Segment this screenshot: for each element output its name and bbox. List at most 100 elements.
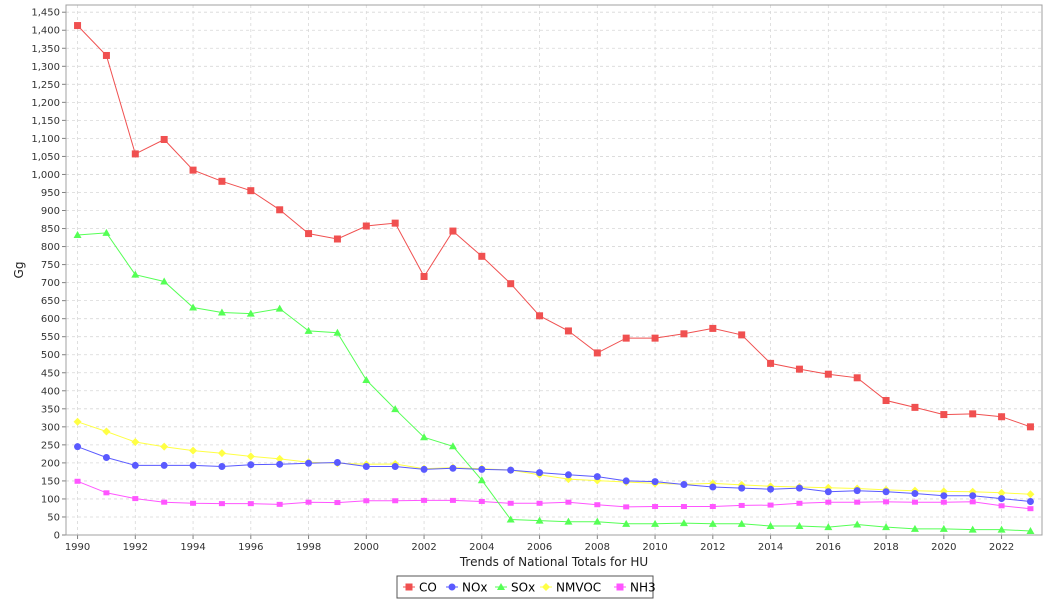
data-point-co <box>102 51 110 59</box>
data-point-co <box>478 252 486 260</box>
grid-lines <box>66 5 1042 536</box>
y-tick-label: 550 <box>41 332 60 343</box>
data-point-nmvoc <box>73 417 82 426</box>
legend-label-nox: NOx <box>462 581 488 595</box>
data-point-nox <box>1026 497 1034 505</box>
data-point-co <box>305 230 313 238</box>
series-line-sox <box>77 232 1031 532</box>
y-tick-label: 1,450 <box>31 8 60 19</box>
data-point-co <box>507 280 515 288</box>
series-group <box>73 22 1035 535</box>
data-point-nh3 <box>218 501 225 507</box>
plot-frame <box>65 4 1043 536</box>
series-line-nmvoc <box>77 421 1031 495</box>
data-point-nox <box>536 469 544 477</box>
y-tick-label: 650 <box>41 296 60 307</box>
data-point-sox <box>939 524 948 532</box>
data-point-nh3 <box>421 497 428 503</box>
data-point-nh3 <box>305 499 312 505</box>
data-point-nox <box>593 473 601 481</box>
data-point-nox <box>651 478 659 486</box>
series-line-co <box>77 25 1031 428</box>
data-point-nh3 <box>536 500 543 506</box>
x-tick-label: 2004 <box>469 542 494 553</box>
data-point-nh3 <box>594 502 601 508</box>
data-point-nmvoc <box>160 442 169 451</box>
data-point-sox <box>1026 527 1035 535</box>
data-point-sox <box>535 516 544 524</box>
legend-label-co: CO <box>419 581 437 595</box>
data-point-nox <box>362 462 370 470</box>
data-point-nh3 <box>392 498 399 504</box>
data-point-nh3 <box>247 501 254 507</box>
legend-item-nh3: NH3 <box>614 581 656 595</box>
data-point-co <box>449 227 457 235</box>
legend-marker-nh3 <box>616 583 624 591</box>
data-point-nh3 <box>940 499 947 505</box>
legend-box <box>396 575 654 599</box>
data-point-nox <box>478 465 486 473</box>
data-point-nh3 <box>190 500 197 506</box>
y-tick-label: 500 <box>41 350 60 361</box>
data-point-sox <box>882 523 891 531</box>
data-point-sox <box>853 520 862 528</box>
data-point-nox <box>940 492 948 500</box>
data-point-sox <box>679 519 688 527</box>
y-tick-label: 200 <box>41 458 60 469</box>
data-point-nh3 <box>709 504 716 510</box>
data-point-nox <box>247 461 255 469</box>
y-tick-label: 1,000 <box>31 170 60 181</box>
y-tick-label: 1,100 <box>31 134 60 145</box>
y-tick-label: 1,350 <box>31 44 60 55</box>
data-point-co <box>564 327 572 335</box>
x-tick-label: 2006 <box>527 542 552 553</box>
x-tick-label: 2002 <box>411 542 436 553</box>
data-point-nh3 <box>738 502 745 508</box>
y-tick-label: 1,200 <box>31 98 60 109</box>
legend-label-nmvoc: NMVOC <box>556 581 601 595</box>
x-axis-title: Trends of National Totals for HU <box>459 555 648 569</box>
data-point-co <box>276 206 284 214</box>
legend-label-nh3: NH3 <box>630 581 656 595</box>
data-point-nox <box>218 462 226 470</box>
data-point-co <box>333 235 341 243</box>
data-point-sox <box>477 476 486 484</box>
data-point-co <box>998 413 1006 421</box>
data-point-nox <box>189 461 197 469</box>
data-point-nh3 <box>652 504 659 510</box>
data-point-sox <box>246 309 255 317</box>
x-tick-label: 2012 <box>700 542 725 553</box>
y-tick-label: 150 <box>41 476 60 487</box>
y-tick-label: 1,050 <box>31 152 60 163</box>
x-tick-label: 2008 <box>585 542 610 553</box>
data-point-nox <box>998 495 1006 503</box>
data-point-nox <box>449 464 457 472</box>
data-point-nox <box>131 461 139 469</box>
series-line-nox <box>77 446 1031 502</box>
y-tick-label: 350 <box>41 404 60 415</box>
y-tick-label: 50 <box>47 512 60 523</box>
data-point-co <box>795 365 803 373</box>
data-point-nox <box>74 443 82 451</box>
data-point-nh3 <box>998 503 1005 509</box>
data-point-co <box>824 370 832 378</box>
data-point-nh3 <box>796 500 803 506</box>
data-point-sox <box>795 521 804 529</box>
y-tick-label: 900 <box>41 206 60 217</box>
data-point-sox <box>824 523 833 531</box>
data-point-nox <box>564 471 572 479</box>
data-point-co <box>131 150 139 158</box>
data-point-nmvoc <box>102 427 111 436</box>
data-point-co <box>1026 423 1034 431</box>
data-point-sox <box>217 308 226 316</box>
data-point-nh3 <box>680 504 687 510</box>
data-point-sox <box>391 405 400 413</box>
y-axis-title: Gg <box>12 262 26 279</box>
data-point-nox <box>853 487 861 495</box>
x-tick-label: 1992 <box>123 542 148 553</box>
data-point-sox <box>420 433 429 441</box>
y-tick-label: 300 <box>41 422 60 433</box>
data-point-nh3 <box>103 490 110 496</box>
data-point-nox <box>824 488 832 496</box>
series-nh3 <box>74 478 1034 512</box>
